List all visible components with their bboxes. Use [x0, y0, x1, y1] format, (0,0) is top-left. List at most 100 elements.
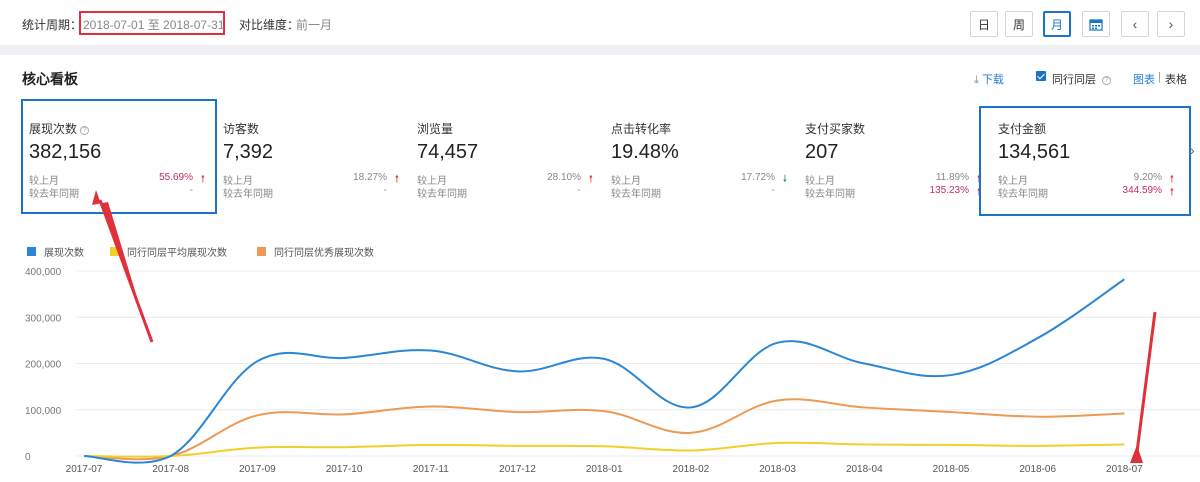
- arrow-up-icon: 🠕: [200, 174, 205, 185]
- yoy-label: 较去年同期: [805, 189, 855, 200]
- highlight-box-payment: [979, 106, 1191, 216]
- mom-value: 18.27%: [353, 172, 387, 183]
- yoy-value: -: [771, 185, 775, 196]
- yoy-label: 较去年同期: [223, 189, 273, 200]
- legend-swatch: [27, 247, 36, 256]
- mom-value: 11.89%: [935, 172, 969, 183]
- arrow-up-icon: 🠕: [976, 174, 981, 185]
- yoy-label: 较去年同期: [29, 189, 79, 200]
- annotation-arrow-shaft: [98, 199, 154, 343]
- x-tick-label: 2018-05: [933, 464, 970, 475]
- x-tick-label: 2017-09: [239, 464, 276, 475]
- kpi-value: 19.48%: [611, 141, 679, 163]
- highlight-box-impressions: [21, 99, 217, 214]
- mom-value: 17.72%: [741, 172, 775, 183]
- download-icon: ⤓: [974, 74, 979, 86]
- series-line: [83, 278, 1125, 464]
- x-tick-label: 2018-04: [846, 464, 883, 475]
- kpi-title: 浏览量: [417, 122, 454, 136]
- yoy-label: 较去年同期: [417, 189, 467, 200]
- kpi-title: 访客数: [223, 122, 260, 136]
- period-highlight-box: [79, 11, 225, 35]
- view-chart-link[interactable]: 图表: [1133, 74, 1155, 86]
- week-button[interactable]: 周: [1005, 11, 1033, 37]
- period-label: 统计周期：: [22, 18, 83, 32]
- yoy-value: -: [577, 185, 581, 196]
- y-tick-label: 100,000: [25, 406, 62, 417]
- mom-label: 较上月: [998, 176, 1028, 187]
- divider-strip: [0, 46, 1200, 55]
- yoy-label: 较去年同期: [998, 189, 1048, 200]
- peer-toggle-text: 同行同层: [1052, 74, 1096, 86]
- arrow-up-icon: 🠕: [976, 187, 981, 198]
- mom-label: 较上月: [29, 176, 59, 187]
- x-tick-label: 2017-12: [499, 464, 536, 475]
- help-icon[interactable]: ?: [1102, 76, 1112, 85]
- kpi-value: 7,392: [223, 141, 274, 163]
- annotation-arrow-shaft: [1135, 311, 1157, 453]
- arrow-up-icon: 🠕: [588, 174, 593, 185]
- kpi-card-visitors[interactable]: 访客数 7,392 较上月 18.27% 🠕 较去年同期 -: [223, 110, 413, 210]
- legend-item-peer-avg[interactable]: 同行同层平均展现次数: [110, 244, 227, 259]
- calendar-icon: [1089, 18, 1103, 31]
- prev-button[interactable]: ‹: [1121, 11, 1149, 37]
- day-button[interactable]: 日: [970, 11, 998, 37]
- kpi-title: 点击转化率: [611, 122, 672, 136]
- kpi-card-impressions[interactable]: 展现次数? 382,156 较上月 55.69% 🠕 较去年同期 -: [29, 110, 219, 210]
- calendar-button[interactable]: [1082, 11, 1110, 37]
- x-tick-label: 2018-06: [1019, 464, 1056, 475]
- arrow-up-icon: 🠕: [1169, 174, 1174, 185]
- series-line: [83, 398, 1125, 461]
- view-separator: |: [1158, 71, 1161, 83]
- peer-checkbox[interactable]: [1036, 71, 1046, 81]
- month-button[interactable]: 月: [1043, 11, 1071, 37]
- mom-label: 较上月: [417, 176, 447, 187]
- mom-label: 较上月: [223, 176, 253, 187]
- kpi-value: 74,457: [417, 141, 479, 163]
- compare-label: 对比维度：: [239, 18, 300, 32]
- help-icon[interactable]: ?: [80, 126, 90, 135]
- x-tick-label: 2018-02: [673, 464, 710, 475]
- period-date-range[interactable]: 2018-07-01 至 2018-07-31: [83, 18, 225, 32]
- y-tick-label: 200,000: [25, 360, 62, 371]
- legend-label: 同行同层平均展现次数: [127, 248, 227, 259]
- x-tick-label: 2018-01: [586, 464, 623, 475]
- arrow-up-icon: 🠕: [394, 174, 399, 185]
- legend-item-peer-top[interactable]: 同行同层优秀展现次数: [257, 244, 374, 259]
- compare-value[interactable]: 前一月: [296, 18, 333, 32]
- view-table-link[interactable]: 表格: [1165, 74, 1187, 86]
- mom-value: 55.69%: [159, 172, 193, 183]
- chevron-right-icon: ›: [1168, 16, 1174, 32]
- download-link[interactable]: ⤓ 下载: [974, 71, 1004, 87]
- yoy-value: -: [189, 185, 193, 196]
- mom-value: 9.20%: [1133, 172, 1162, 183]
- kpi-card-payment[interactable]: 支付金额 134,561 较上月 9.20% 🠕 较去年同期 344.59% 🠕: [998, 110, 1188, 210]
- yoy-label: 较去年同期: [611, 189, 661, 200]
- legend-item-impressions[interactable]: 展现次数: [27, 244, 84, 259]
- annotation-arrow-head: [1130, 445, 1143, 463]
- series-line: [83, 441, 1125, 458]
- legend-label: 同行同层优秀展现次数: [274, 248, 374, 259]
- kpi-card-pageviews[interactable]: 浏览量 74,457 较上月 28.10% 🠕 较去年同期 -: [417, 110, 607, 210]
- y-tick-label: 0: [25, 452, 31, 463]
- kpi-card-conversion[interactable]: 点击转化率 19.48% 较上月 17.72% 🠗 较去年同期 -: [611, 110, 801, 210]
- kpi-card-buyers[interactable]: 支付买家数 207 较上月 11.89% 🠕 较去年同期 135.23% 🠕: [805, 110, 995, 210]
- x-tick-label: 2018-03: [759, 464, 796, 475]
- x-tick-label: 2017-10: [326, 464, 363, 475]
- mom-value: 28.10%: [547, 172, 581, 183]
- yoy-value: -: [383, 185, 387, 196]
- y-tick-label: 400,000: [25, 267, 62, 278]
- legend-label: 展现次数: [44, 248, 84, 259]
- kpi-title: 展现次数?: [29, 120, 90, 137]
- next-button[interactable]: ›: [1157, 11, 1185, 37]
- x-tick-label: 2018-07: [1106, 464, 1143, 475]
- mom-label: 较上月: [805, 176, 835, 187]
- y-tick-label: 300,000: [25, 313, 62, 324]
- x-tick-label: 2017-07: [66, 464, 103, 475]
- download-label: 下载: [981, 74, 1004, 86]
- top-toolbar: 统计周期： 2018-07-01 至 2018-07-31 对比维度： 前一月 …: [0, 0, 1200, 46]
- kpi-title: 支付金额: [998, 122, 1047, 136]
- chevron-right-icon[interactable]: ›: [1190, 142, 1195, 158]
- arrow-up-icon: 🠕: [1169, 187, 1174, 198]
- kpi-value: 207: [805, 141, 839, 163]
